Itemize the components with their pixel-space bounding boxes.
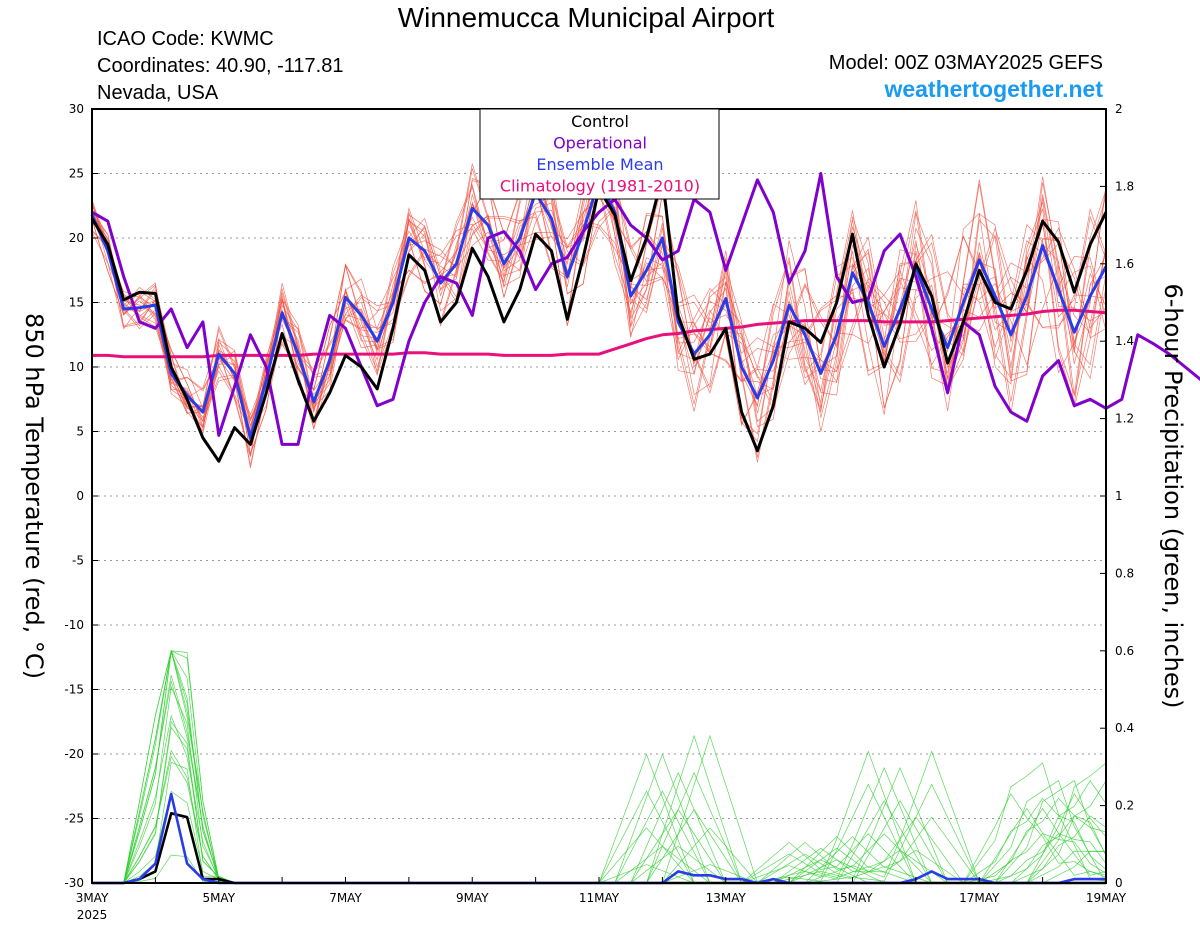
precip-member-line [92, 762, 1107, 884]
chart-title: Winnemucca Municipal Airport [397, 2, 775, 33]
coordinates: Coordinates: 40.90, -117.81 [97, 55, 344, 77]
right-tick-label: 0.6 [1115, 644, 1134, 658]
region: Nevada, USA [97, 82, 219, 104]
x-tick-label: 3MAY [76, 891, 109, 905]
x-tick-label: 7MAY [329, 891, 362, 905]
left-tick-label: 25 [69, 167, 84, 181]
temp-line-operational [91, 172, 1200, 446]
precip-member-line [92, 685, 1107, 884]
left-tick-label: 20 [69, 231, 84, 245]
right-tick-label: 1.6 [1115, 257, 1134, 271]
legend-entry-climatology: Climatology (1981-2010) [500, 177, 700, 196]
left-tick-label: -25 [64, 812, 84, 826]
left-tick-label: 10 [69, 360, 84, 374]
right-axis-ticks: 2 1.8 1.6 1.4 1.2 1 0.8 0.6 0.4 0.2 0 [1100, 102, 1134, 890]
x-axis-ticks: 3MAY 5MAY 7MAY 9MAY 11MAY 13MAY 15MAY 17MAY 19MA… [76, 877, 1127, 922]
x-tick-label: 11MAY [579, 891, 620, 905]
right-tick-label: 1.8 [1115, 179, 1134, 193]
x-tick-label: 5MAY [202, 891, 235, 905]
left-tick-label: 0 [76, 489, 84, 503]
legend-entry-ensemble_mean: Ensemble Mean [536, 155, 663, 174]
right-tick-label: 0.4 [1115, 721, 1134, 735]
precip-member-line [92, 675, 1107, 884]
left-tick-label: 30 [69, 102, 84, 116]
x-tick-label: 17MAY [959, 891, 1000, 905]
left-tick-label: -15 [64, 683, 84, 697]
left-tick-label: 15 [69, 296, 84, 310]
precip-member-line [92, 650, 1107, 884]
precip-member-line [92, 761, 1107, 884]
temperature-member-line [91, 189, 1107, 469]
right-tick-label: 0 [1115, 876, 1123, 890]
x-tick-label: 15MAY [832, 891, 873, 905]
left-tick-label: -5 [72, 554, 84, 568]
precip-member-line [92, 720, 1107, 884]
right-tick-label: 1.4 [1115, 334, 1134, 348]
legend-box [479, 108, 720, 200]
precip-member-line [92, 771, 1107, 884]
model-run: Model: 00Z 03MAY2025 GEFS [828, 52, 1103, 74]
left-tick-label: -30 [64, 876, 84, 890]
precip-member-line [92, 680, 1107, 884]
legend-entry-operational: Operational [553, 134, 647, 153]
icao-code: ICAO Code: KWMC [97, 28, 274, 50]
x-tick-label: 19MAY [1086, 891, 1127, 905]
gridlines [92, 173, 1106, 819]
right-axis-title: 6-hour Precipitation (green, inches) [1159, 283, 1187, 708]
right-tick-label: 1 [1115, 489, 1123, 503]
legend-entry-control: Control [571, 112, 629, 131]
left-tick-label: -20 [64, 747, 84, 761]
precip-member-line [92, 749, 1107, 884]
right-tick-label: 0.8 [1115, 566, 1134, 580]
right-tick-label: 0.2 [1115, 799, 1134, 813]
ensemble-members [91, 134, 1107, 884]
legend: Control Operational Ensemble Mean Climatolo… [479, 108, 720, 200]
left-axis-ticks: 30 25 20 15 10 5 0 -5 -10 -15 -20 -25 -30 [64, 102, 98, 890]
left-tick-label: 5 [76, 425, 84, 439]
x-year-label: 2025 [77, 908, 108, 922]
left-axis-title: 850 hPa Temperature (red, °C) [20, 313, 48, 679]
site-link[interactable]: weathertogether.net [884, 76, 1103, 102]
right-tick-label: 2 [1115, 102, 1123, 116]
x-tick-label: 13MAY [706, 891, 747, 905]
precip-member-line [92, 726, 1107, 884]
precip-member-line [92, 714, 1107, 884]
left-tick-label: -10 [64, 618, 84, 632]
right-tick-label: 1.2 [1115, 412, 1134, 426]
precip-member-line [92, 734, 1107, 884]
x-tick-label: 9MAY [456, 891, 489, 905]
